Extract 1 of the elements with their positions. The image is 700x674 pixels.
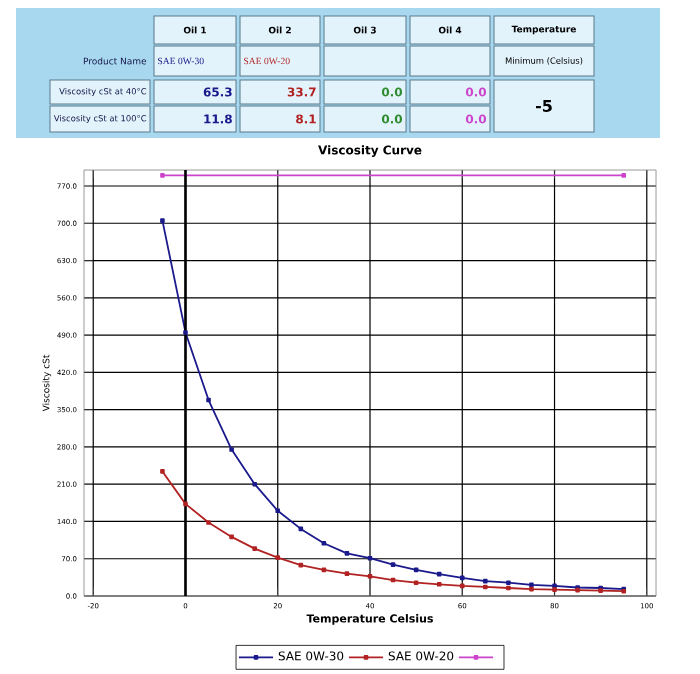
text: -5 <box>536 100 552 112</box>
